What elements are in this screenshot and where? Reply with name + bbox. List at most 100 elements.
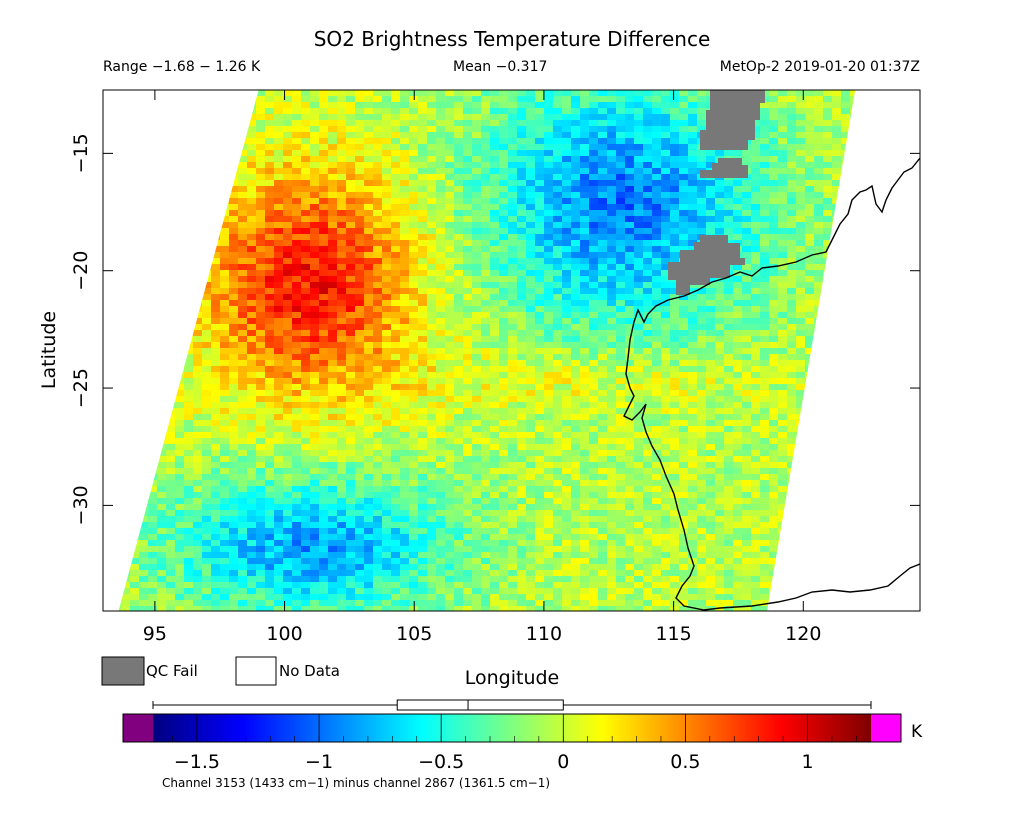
data-cell [319,390,329,397]
data-cell [382,114,392,121]
data-cell [454,342,464,349]
data-cell [625,264,635,271]
data-cell [742,294,752,301]
data-cell [391,408,401,415]
data-cell [688,384,698,391]
data-cell [688,318,698,325]
data-cell [526,360,536,367]
data-cell [508,336,518,343]
data-cell [751,252,761,259]
data-cell [796,222,806,229]
data-cell [508,366,518,373]
data-cell [436,414,446,421]
data-cell [688,114,698,121]
data-cell [652,234,662,241]
data-cell [472,108,482,115]
data-cell [247,210,257,217]
data-cell [634,396,644,403]
data-cell [670,114,680,121]
data-cell [490,354,500,361]
data-cell [535,384,545,391]
data-cell [733,414,743,421]
data-cell [634,192,644,199]
data-cell [337,90,347,97]
data-cell [814,222,824,229]
data-cell [742,312,752,319]
data-cell [562,300,572,307]
data-cell [490,222,500,229]
data-cell [580,216,590,223]
data-cell [580,306,590,313]
data-cell [706,318,716,325]
data-cell [535,264,545,271]
data-cell [805,270,815,277]
data-cell [499,372,509,379]
data-cell [292,108,302,115]
data-cell [733,276,743,283]
data-cell [292,288,302,295]
data-cell [319,330,329,337]
data-cell [454,102,464,109]
data-cell [535,168,545,175]
data-cell [517,282,527,289]
data-cell [391,168,401,175]
data-cell [382,126,392,133]
data-cell [742,288,752,295]
data-cell [661,360,671,367]
data-cell [616,300,626,307]
data-cell [535,258,545,265]
data-cell [679,228,689,235]
data-cell [337,114,347,121]
data-cell [445,240,455,247]
data-cell [346,372,356,379]
data-cell [418,282,428,289]
data-cell [274,342,284,349]
data-cell [436,246,446,253]
data-cell [814,120,824,127]
data-cell [328,252,338,259]
data-cell [688,204,698,211]
data-cell [211,300,221,307]
data-cell [301,210,311,217]
data-cell [319,240,329,247]
data-cell [328,234,338,241]
data-cell [742,318,752,325]
data-cell [337,252,347,259]
data-cell [418,414,428,421]
data-cell [805,168,815,175]
data-cell [580,90,590,97]
data-cell [796,144,806,151]
data-cell [814,150,824,157]
data-cell [697,108,707,115]
data-cell [292,336,302,343]
data-cell [391,276,401,283]
data-cell [769,96,779,103]
data-cell [184,396,194,403]
data-cell [265,246,275,253]
data-cell [769,390,779,397]
data-cell [778,306,788,313]
data-cell [445,390,455,397]
data-cell [337,270,347,277]
data-cell [472,384,482,391]
data-cell [238,384,248,391]
data-cell [355,228,365,235]
data-cell [310,324,320,331]
data-cell [598,360,608,367]
data-cell [481,162,491,169]
data-cell [715,354,725,361]
data-cell [400,96,410,103]
data-cell [373,108,383,115]
data-cell [688,414,698,421]
data-cell [283,384,293,391]
data-cell [643,90,653,97]
data-cell [373,186,383,193]
data-cell [391,228,401,235]
data-cell [364,216,374,223]
data-cell [517,306,527,313]
data-cell [310,360,320,367]
data-cell [445,204,455,211]
data-cell [247,162,257,169]
data-cell [661,168,671,175]
data-cell [364,96,374,103]
